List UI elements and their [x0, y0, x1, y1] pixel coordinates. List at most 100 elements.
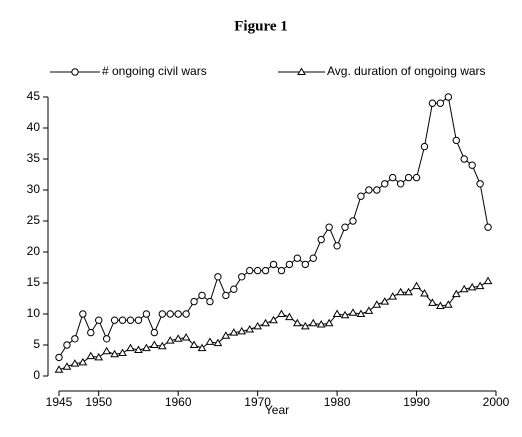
- x-tick-label: 1980: [324, 395, 351, 409]
- data-point: [365, 186, 373, 194]
- data-point: [404, 287, 413, 296]
- data-point: [333, 242, 341, 250]
- data-point: [149, 340, 159, 348]
- y-tick-label: 5: [33, 337, 40, 351]
- data-point: [349, 217, 357, 225]
- data-point: [467, 282, 477, 291]
- y-tick-label: 15: [27, 275, 41, 289]
- data-point: [238, 273, 246, 281]
- data-point: [269, 260, 278, 269]
- data-point: [324, 318, 334, 327]
- data-point: [444, 93, 453, 101]
- data-point: [222, 291, 230, 300]
- data-point: [182, 310, 190, 318]
- data-point: [95, 316, 103, 324]
- data-point: [396, 180, 405, 188]
- data-point: [277, 309, 286, 317]
- data-point: [475, 281, 485, 290]
- data-point: [308, 318, 318, 327]
- data-point: [118, 316, 127, 324]
- data-point: [102, 335, 111, 343]
- data-point: [78, 357, 88, 366]
- data-point: [300, 321, 310, 330]
- data-point: [134, 345, 143, 353]
- data-point: [357, 192, 365, 200]
- data-point: [332, 309, 342, 317]
- data-point: [428, 298, 437, 306]
- data-point: [206, 297, 214, 306]
- data-point: [412, 281, 421, 290]
- data-point: [428, 99, 437, 107]
- x-tick-label: 1960: [165, 395, 192, 409]
- data-point: [436, 99, 445, 107]
- legend-marker: [297, 67, 306, 75]
- data-point: [79, 310, 87, 318]
- data-point: [229, 328, 239, 336]
- data-point: [459, 284, 469, 293]
- data-point: [325, 223, 333, 231]
- data-point: [261, 266, 270, 275]
- data-point: [86, 351, 96, 360]
- data-point: [205, 337, 215, 345]
- data-point: [451, 289, 461, 298]
- chart-title: Figure 1: [234, 18, 287, 34]
- data-point: [389, 173, 397, 182]
- data-point: [316, 320, 326, 328]
- data-point: [62, 362, 72, 370]
- x-tick-label: 1945: [46, 395, 73, 409]
- data-point: [142, 343, 151, 352]
- data-point: [54, 365, 64, 373]
- data-point: [213, 338, 223, 347]
- data-point: [126, 316, 135, 324]
- legend-marker: [71, 68, 79, 76]
- data-point: [269, 315, 278, 324]
- x-tick-label: 2000: [483, 395, 510, 409]
- x-tick-label: 1990: [403, 395, 430, 409]
- data-point: [165, 336, 175, 344]
- data-point: [181, 333, 191, 341]
- data-point: [436, 301, 445, 309]
- y-tick-label: 40: [27, 120, 41, 134]
- data-point: [404, 173, 413, 182]
- data-point: [126, 343, 135, 352]
- data-point: [71, 335, 79, 343]
- data-point: [142, 310, 151, 318]
- data-point: [173, 334, 183, 342]
- data-point: [412, 173, 421, 182]
- data-point: [166, 310, 174, 318]
- y-tick-label: 45: [27, 89, 41, 103]
- data-point: [245, 266, 254, 275]
- data-point: [157, 341, 167, 350]
- data-point: [134, 316, 143, 324]
- data-point: [197, 343, 207, 352]
- y-tick-label: 0: [33, 368, 40, 382]
- data-point: [277, 266, 286, 275]
- y-tick-label: 30: [27, 182, 41, 196]
- data-point: [245, 325, 255, 333]
- data-point: [420, 142, 429, 151]
- data-point: [364, 306, 374, 314]
- data-point: [484, 223, 492, 231]
- y-tick-label: 25: [27, 213, 41, 227]
- data-point: [443, 300, 453, 308]
- data-point: [150, 328, 159, 337]
- data-point: [94, 352, 104, 361]
- data-point: [452, 136, 460, 145]
- data-point: [55, 353, 63, 362]
- data-point: [460, 155, 468, 163]
- data-point: [380, 297, 390, 305]
- data-point: [381, 180, 389, 188]
- data-point: [190, 297, 198, 306]
- data-point: [214, 273, 222, 281]
- data-point: [301, 260, 310, 269]
- data-point: [237, 326, 247, 335]
- data-point: [483, 276, 493, 285]
- data-point: [285, 312, 294, 321]
- data-point: [87, 328, 95, 337]
- data-point: [198, 291, 206, 300]
- data-point: [118, 348, 127, 357]
- data-point: [341, 223, 349, 231]
- data-point: [70, 359, 80, 367]
- y-tick-label: 20: [27, 244, 41, 258]
